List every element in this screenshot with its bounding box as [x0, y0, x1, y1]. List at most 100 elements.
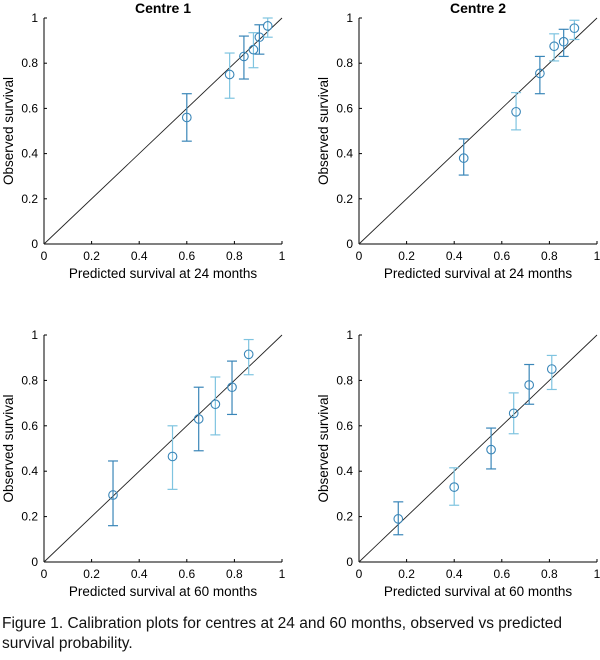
data-point	[243, 349, 254, 360]
y-tick-label: 0.4	[336, 464, 353, 478]
y-tick-label: 0.4	[21, 147, 38, 161]
calibration-figure: Centre 1 0 0.2 0.4 0.6 0.8 1 0 0.2 0.4 0.6 0.8 1 Pred…	[1, 0, 600, 599]
y-tick-label: 0.2	[336, 192, 353, 206]
panel-2: Centre 2 0 0.2 0.4 0.6 0.8 1 0 0.2 0.4 0.6 0.8 1 Pred…	[316, 0, 600, 281]
error-bar	[224, 52, 235, 99]
x-axis-label: Predicted survival at 60 months	[69, 584, 258, 599]
error-bar	[193, 386, 204, 452]
y-tick-label: 0	[346, 555, 353, 569]
data-point	[239, 51, 249, 62]
x-tick-label: 0.6	[493, 567, 510, 581]
y-tick-label: 0.8	[336, 56, 353, 70]
figure-caption: Figure 1. Calibration plots for centres …	[2, 615, 563, 652]
data-point	[210, 399, 221, 410]
x-tick-label: 0	[41, 249, 48, 263]
data-point	[508, 408, 519, 419]
y-tick-label: 0	[31, 237, 38, 251]
data-point	[449, 482, 460, 492]
y-tick-label: 0	[31, 555, 38, 569]
error-bar	[393, 501, 404, 536]
data-point	[248, 44, 259, 55]
data-point	[524, 380, 535, 390]
y-tick-label: 0.4	[336, 147, 353, 161]
y-tick-label: 0.6	[21, 101, 38, 115]
panel-title: Centre 1	[135, 0, 191, 16]
panel-3: 0 0.2 0.4 0.6 0.8 1 0 0.2 0.4 0.6 0.8 1 Predicted su…	[1, 328, 286, 599]
x-tick-label: 0.8	[226, 567, 243, 581]
error-bar	[524, 363, 535, 405]
x-tick-label: 0.4	[446, 567, 463, 581]
data-point	[181, 112, 192, 123]
x-tick-label: 0.2	[398, 249, 415, 263]
y-axis-label: Observed survival	[316, 77, 331, 185]
x-tick-label: 0.4	[446, 249, 463, 263]
error-bar	[108, 460, 119, 527]
y-tick-label: 1	[31, 11, 38, 25]
x-tick-label: 0.2	[83, 567, 100, 581]
y-tick-label: 0.8	[21, 56, 38, 70]
data-point	[486, 444, 496, 455]
data-point	[569, 23, 580, 34]
y-tick-label: 0.2	[336, 510, 353, 524]
data-point	[511, 106, 521, 117]
x-tick-label: 0.8	[226, 249, 243, 263]
y-tick-label: 1	[31, 328, 38, 342]
y-tick-label: 0.2	[21, 192, 38, 206]
x-tick-label: 0.2	[83, 249, 100, 263]
reference-line	[358, 334, 598, 563]
data-point	[546, 364, 557, 374]
x-tick-label: 0.4	[131, 567, 148, 581]
y-tick-label: 0.2	[21, 510, 38, 524]
x-tick-label: 0	[356, 249, 363, 263]
data-point	[549, 41, 560, 52]
x-tick-label: 0.6	[493, 249, 510, 263]
data-point	[167, 451, 178, 462]
data-point	[224, 69, 235, 80]
y-tick-label: 1	[346, 328, 353, 342]
y-axis-label: Observed survival	[316, 394, 331, 502]
reference-line	[43, 334, 283, 563]
error-bar	[248, 32, 259, 69]
data-point	[458, 153, 469, 163]
data-point	[393, 514, 404, 524]
x-tick-label: 0	[356, 567, 363, 581]
x-tick-label: 0.6	[178, 567, 195, 581]
x-tick-label: 1	[279, 567, 286, 581]
x-tick-label: 0.4	[131, 249, 148, 263]
y-tick-label: 0.8	[336, 373, 353, 387]
y-axis-label: Observed survival	[1, 394, 16, 502]
error-bar	[486, 427, 497, 470]
x-tick-label: 1	[279, 249, 286, 263]
y-tick-label: 1	[346, 11, 353, 25]
error-bar	[167, 425, 178, 490]
x-axis-label: Predicted survival at 24 months	[69, 266, 258, 281]
error-bar	[210, 376, 221, 436]
error-bar	[508, 392, 519, 435]
error-bar	[181, 93, 192, 142]
x-tick-label: 1	[594, 567, 600, 581]
panel-title: Centre 2	[450, 0, 506, 16]
panel-4: 0 0.2 0.4 0.6 0.8 1 0 0.2 0.4 0.6 0.8 1 Predicted su…	[316, 328, 600, 599]
y-tick-label: 0.6	[21, 419, 38, 433]
error-bar	[558, 28, 569, 58]
x-axis-label: Predicted survival at 24 months	[384, 266, 573, 281]
data-point	[262, 21, 273, 31]
panel-1: Centre 1 0 0.2 0.4 0.6 0.8 1 0 0.2 0.4 0.6 0.8 1 Pred…	[1, 0, 286, 281]
y-tick-label: 0.8	[21, 373, 38, 387]
data-point	[558, 36, 569, 47]
y-tick-label: 0.4	[21, 464, 38, 478]
x-tick-label: 0.8	[541, 567, 558, 581]
x-tick-label: 0.6	[178, 249, 195, 263]
x-axis-label: Predicted survival at 60 months	[384, 584, 573, 599]
error-bar	[449, 467, 460, 506]
reference-line	[358, 17, 598, 245]
y-axis-label: Observed survival	[1, 77, 16, 185]
error-bar	[458, 138, 469, 176]
y-tick-label: 0.6	[336, 101, 353, 115]
error-bar	[549, 33, 560, 62]
x-tick-label: 0	[41, 567, 48, 581]
y-tick-label: 0	[346, 237, 353, 251]
error-bar	[546, 354, 557, 391]
data-point	[108, 490, 118, 500]
error-bar	[254, 24, 265, 55]
